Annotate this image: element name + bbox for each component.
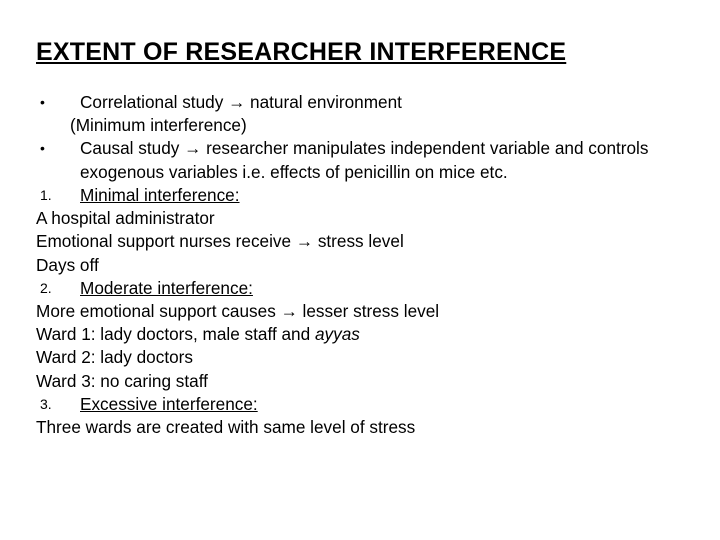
bullet-text: Causal study → researcher manipulates in…	[80, 137, 684, 183]
bullet-marker: •	[36, 91, 80, 114]
bullet-marker: •	[36, 137, 80, 183]
number-marker: 2.	[36, 277, 80, 300]
numbered-item-1: 1. Minimal interference:	[36, 184, 684, 207]
body-line: Emotional support nurses receive → stres…	[36, 230, 684, 253]
body-line: Ward 2: lady doctors	[36, 346, 684, 369]
bullet-item-2: • Causal study → researcher manipulates …	[36, 137, 684, 183]
number-marker: 3.	[36, 393, 80, 416]
body-line: More emotional support causes → lesser s…	[36, 300, 684, 323]
slide-content: • Correlational study → natural environm…	[36, 91, 684, 439]
numbered-heading: Excessive interference:	[80, 393, 684, 416]
bullet-item-1: • Correlational study → natural environm…	[36, 91, 684, 114]
number-marker: 1.	[36, 184, 80, 207]
indented-line-1: (Minimum interference)	[36, 114, 684, 137]
numbered-item-2: 2. Moderate interference:	[36, 277, 684, 300]
bullet-text: Correlational study → natural environmen…	[80, 91, 684, 114]
body-line: Days off	[36, 254, 684, 277]
body-line: Ward 1: lady doctors, male staff and ayy…	[36, 323, 684, 346]
slide-title: EXTENT OF RESEARCHER INTERFERENCE	[36, 38, 684, 67]
numbered-item-3: 3. Excessive interference:	[36, 393, 684, 416]
italic-text: ayyas	[315, 324, 360, 344]
text-span: Ward 1: lady doctors, male staff and	[36, 324, 315, 344]
body-line: Three wards are created with same level …	[36, 416, 684, 439]
numbered-heading: Moderate interference:	[80, 277, 684, 300]
numbered-heading: Minimal interference:	[80, 184, 684, 207]
body-line: A hospital administrator	[36, 207, 684, 230]
body-line: Ward 3: no caring staff	[36, 370, 684, 393]
